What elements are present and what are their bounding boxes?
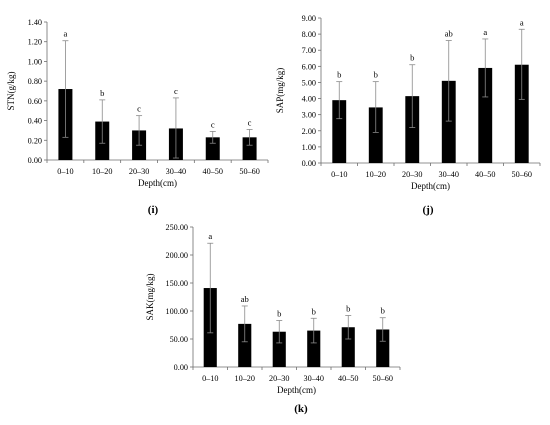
y-axis-title: STN(g/kg)	[6, 72, 16, 111]
y-tick-label: 150.00	[165, 279, 188, 288]
y-tick-label: 1.40	[28, 18, 42, 27]
x-tick-label-3: 30–40	[304, 374, 324, 383]
significance-letter-0: b	[337, 70, 341, 80]
x-axis-title: Depth(cm)	[138, 178, 177, 188]
x-tick-label-4: 40–50	[338, 374, 358, 383]
y-tick-label: 1.20	[28, 38, 42, 47]
x-tick-label-4: 40–50	[203, 167, 223, 176]
x-tick-label-5: 50–60	[239, 167, 259, 176]
y-tick-label: 0.60	[28, 97, 42, 106]
panel-label: (j)	[423, 204, 434, 216]
bar-3	[307, 330, 321, 367]
bar-1	[238, 323, 252, 367]
y-tick-label: 1.00	[302, 143, 316, 152]
significance-letter-5: b	[381, 306, 385, 316]
x-tick-label-3: 30–40	[439, 170, 459, 179]
y-tick-label: 250.00	[165, 223, 188, 232]
significance-letter-3: c	[174, 86, 178, 96]
bar-4	[341, 327, 355, 367]
y-tick-label: 0.00	[302, 159, 316, 168]
y-tick-label: 1.00	[28, 57, 42, 66]
significance-letter-1: b	[100, 88, 104, 98]
x-tick-label-5: 50–60	[373, 374, 393, 383]
bar-2	[272, 331, 286, 367]
bar-4	[478, 67, 493, 163]
bar-5	[376, 329, 390, 367]
significance-letter-2: b	[277, 309, 281, 319]
x-tick-label-2: 20–30	[402, 170, 422, 179]
y-tick-label: 200.00	[165, 251, 188, 260]
chart-panel-2: 0.00 50.00 100.00 150.00 200.00 250.00 a 0–10 ab…	[145, 223, 401, 415]
y-tick-label: 2.00	[302, 127, 316, 136]
bar-2	[405, 96, 420, 163]
x-axis-title: Depth(cm)	[411, 181, 450, 191]
x-tick-label-0: 0–10	[57, 167, 73, 176]
significance-letter-2: c	[137, 104, 141, 114]
y-tick-label: 5.00	[302, 78, 316, 87]
y-axis-title: SAK(mg/kg)	[145, 273, 155, 320]
y-tick-label: 100.00	[165, 307, 188, 316]
y-tick-label: 0.40	[28, 117, 42, 126]
panel-label: (i)	[148, 204, 159, 216]
significance-letter-1: ab	[241, 294, 249, 304]
x-tick-label-1: 10–20	[92, 167, 112, 176]
bar-0	[332, 100, 347, 163]
x-tick-label-0: 0–10	[202, 374, 218, 383]
panel-label: (k)	[294, 403, 308, 415]
x-tick-label-2: 20–30	[269, 374, 289, 383]
chart-panel-0: 0.00 0.20 0.40 0.60 0.80 1.00 1.20 1.40 a 0–10 b 10…	[6, 18, 269, 216]
bar-4	[205, 137, 220, 160]
x-axis-title: Depth(cm)	[277, 385, 316, 395]
chart-panel-1: 0.00 1.00 2.00 3.00 4.00 5.00 6.00 7.00 8.00 9.00…	[275, 14, 541, 216]
bar-3	[441, 80, 456, 163]
y-tick-label: 9.00	[302, 14, 316, 23]
x-tick-label-0: 0–10	[331, 170, 347, 179]
significance-letter-0: a	[64, 29, 68, 39]
significance-letter-4: b	[346, 303, 350, 313]
significance-letter-1: b	[374, 70, 378, 80]
significance-letter-5: c	[248, 117, 252, 127]
significance-letter-3: ab	[445, 29, 453, 39]
y-axis-title: SAP(mg/kg)	[275, 68, 285, 114]
y-tick-label: 0.00	[174, 363, 188, 372]
y-tick-label: 0.00	[28, 156, 42, 165]
y-tick-label: 0.80	[28, 77, 42, 86]
significance-letter-5: a	[520, 17, 524, 27]
x-tick-label-4: 40–50	[475, 170, 495, 179]
significance-letter-4: a	[483, 27, 487, 37]
x-tick-label-1: 10–20	[235, 374, 255, 383]
y-tick-label: 7.00	[302, 46, 316, 55]
y-tick-label: 0.20	[28, 136, 42, 145]
x-tick-label-1: 10–20	[366, 170, 386, 179]
significance-letter-3: b	[312, 306, 316, 316]
y-tick-label: 8.00	[302, 30, 316, 39]
y-tick-label: 3.00	[302, 111, 316, 120]
y-tick-label: 4.00	[302, 95, 316, 104]
x-tick-label-3: 30–40	[166, 167, 186, 176]
y-tick-label: 50.00	[170, 335, 188, 344]
y-tick-label: 6.00	[302, 62, 316, 71]
bar-5	[514, 64, 529, 163]
significance-letter-2: b	[410, 53, 414, 63]
bar-1	[368, 107, 383, 163]
x-tick-label-2: 20–30	[129, 167, 149, 176]
bar-5	[242, 137, 257, 160]
x-tick-label-5: 50–60	[512, 170, 532, 179]
significance-letter-0: a	[208, 231, 212, 241]
significance-letter-4: c	[211, 119, 215, 129]
